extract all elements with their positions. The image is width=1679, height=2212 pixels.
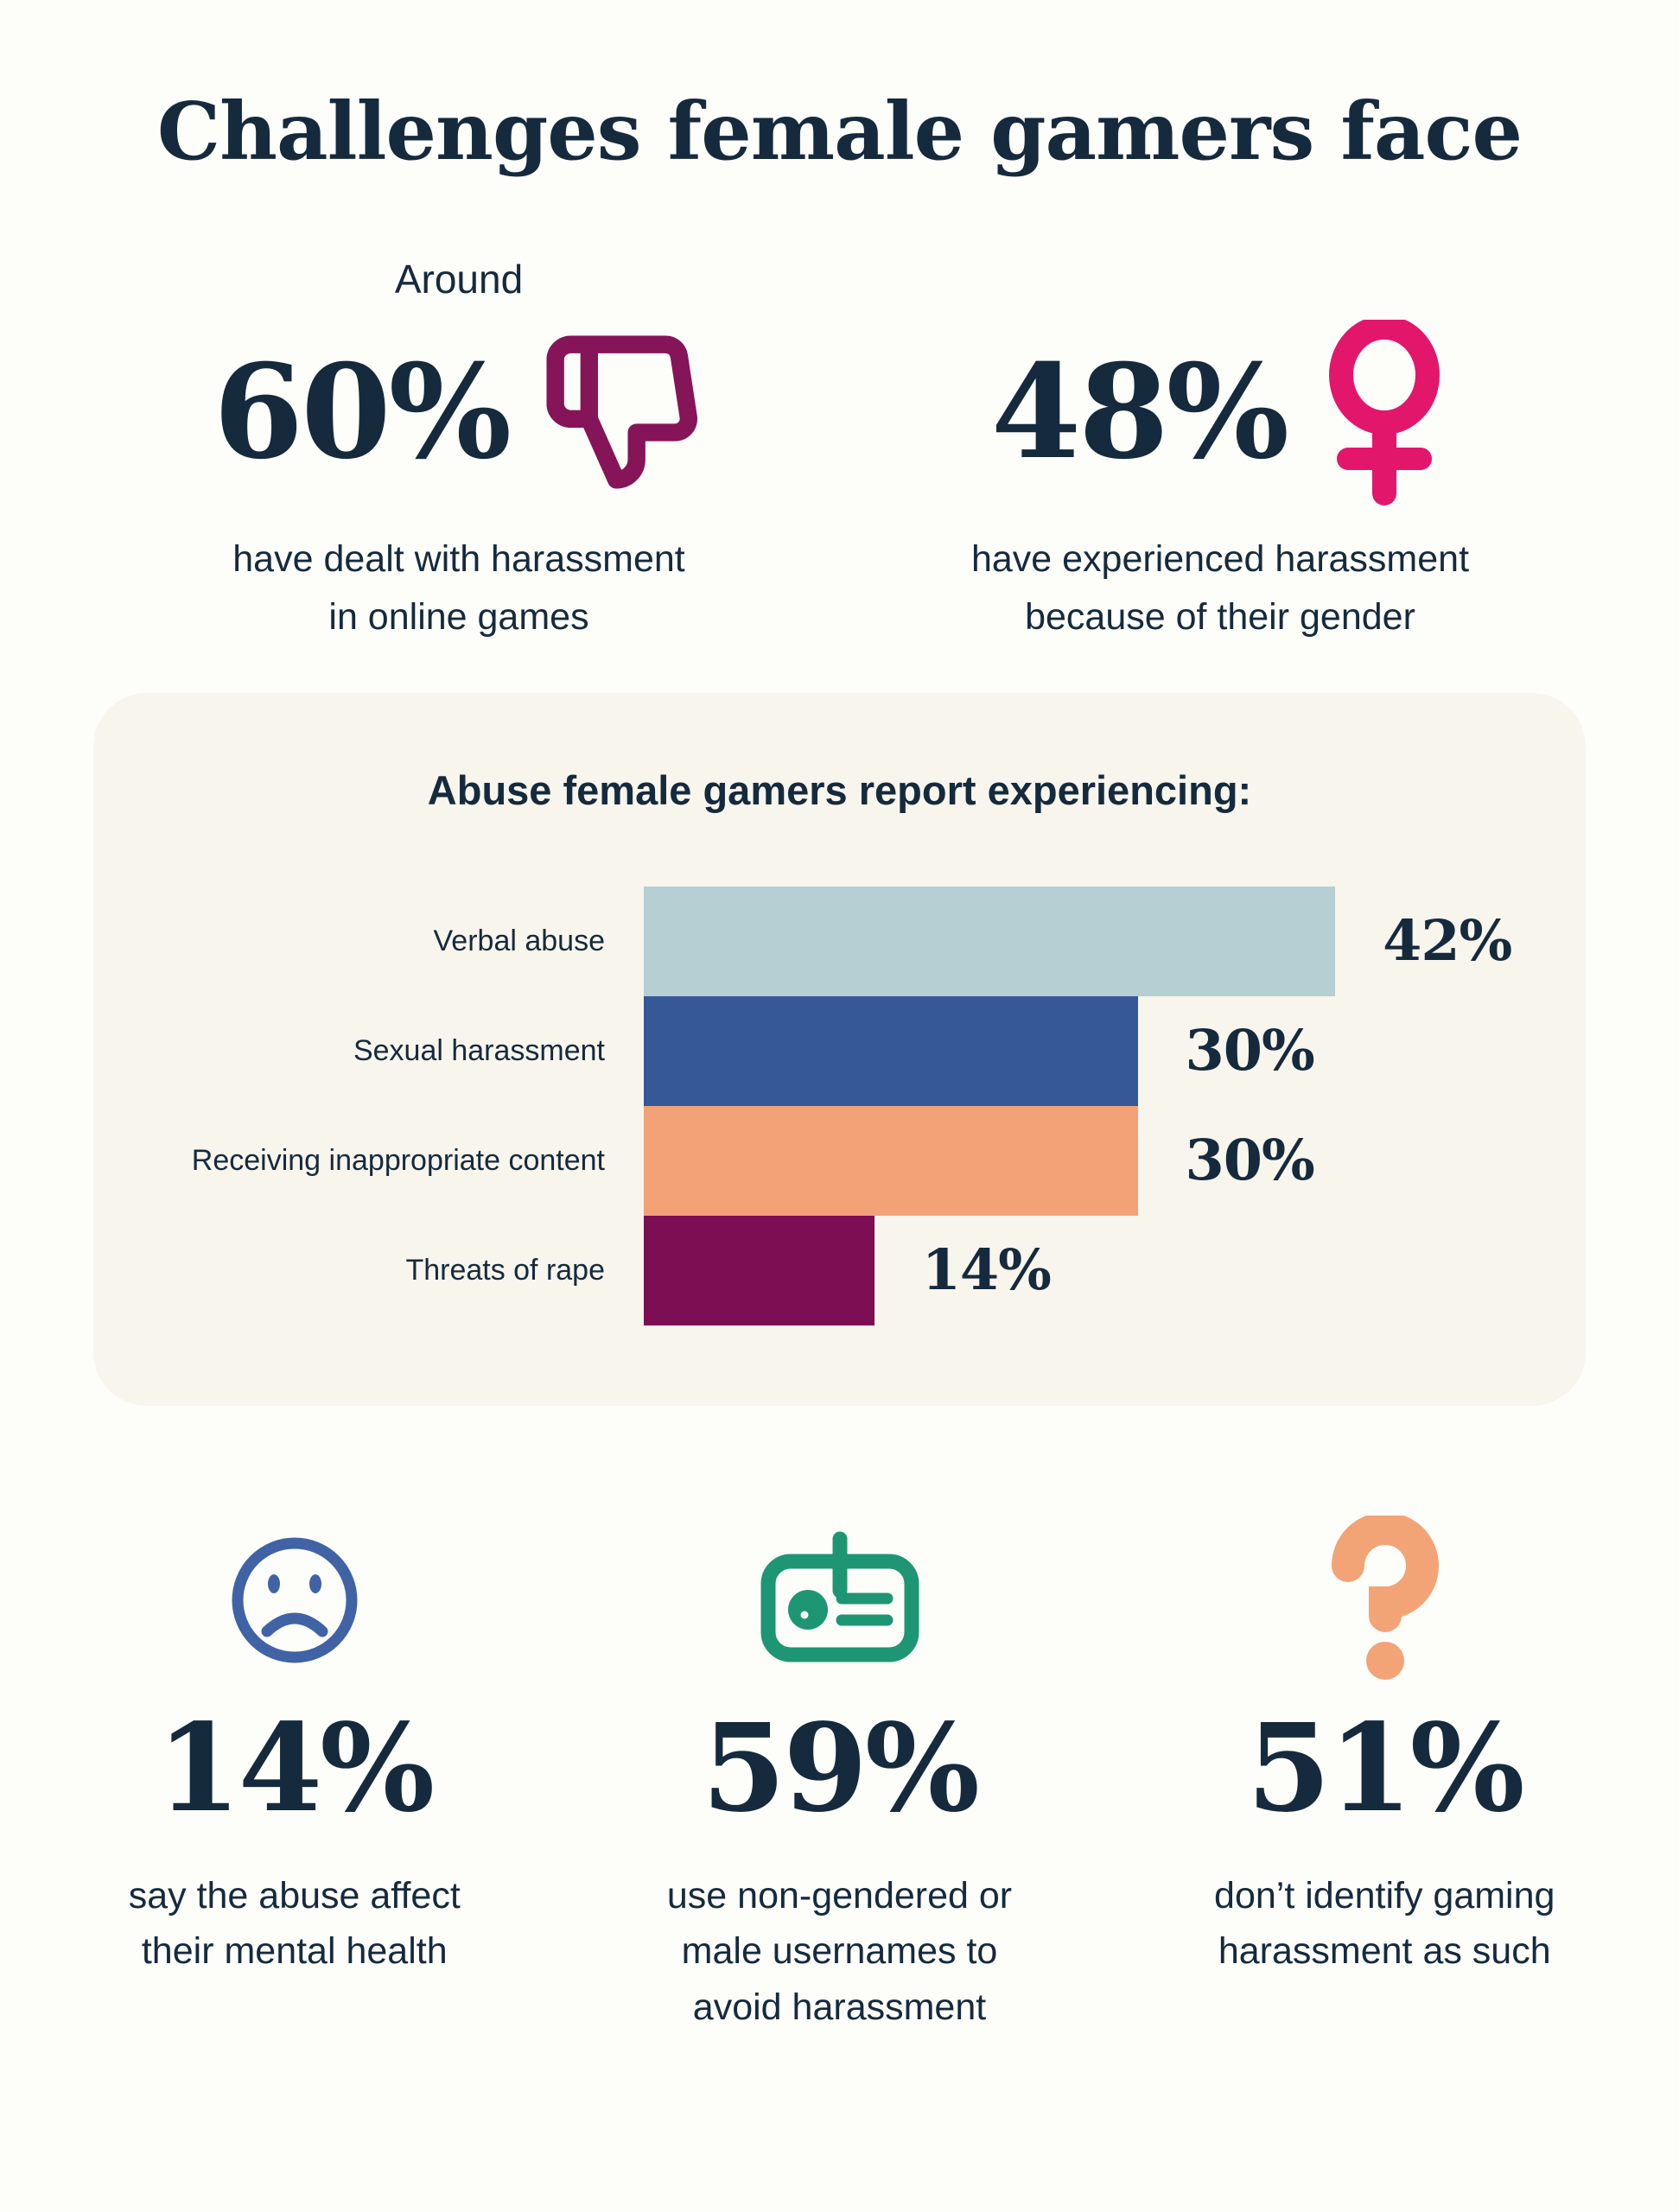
female-icon: [1320, 319, 1449, 505]
caption-line: their mental health: [141, 1930, 448, 1973]
bar-sexual-harassment: [644, 995, 1138, 1106]
stat-value: 14%: [156, 1697, 435, 1840]
thumbs-down-icon: [542, 331, 704, 493]
category-label: Threats of rape: [405, 1253, 605, 1287]
caption-line: have dealt with harassment: [232, 538, 685, 581]
stat-prefix: Around: [394, 257, 524, 302]
chart-row-sexual-harassment: Sexual harassment 30%: [93, 995, 1586, 1106]
stat-caption: use non-gendered or male usernames to av…: [667, 1868, 1012, 2036]
bar-inappropriate-content: [644, 1105, 1138, 1216]
bar-area: 42%: [644, 886, 1586, 996]
icon-box: [226, 1518, 364, 1682]
stat-main: 60%: [213, 318, 704, 506]
stat-value: 51%: [1246, 1697, 1525, 1840]
caption-line: harassment as such: [1218, 1930, 1551, 1973]
chart-panel: Abuse female gamers report experiencing:…: [93, 693, 1586, 1406]
stat-value: 59%: [702, 1697, 980, 1840]
caption-line: have experienced harassment: [970, 538, 1470, 581]
top-stats-row: Around 60% have dealt with harassment in…: [0, 256, 1679, 645]
stat-caption: say the abuse affect their mental health: [129, 1868, 461, 1980]
caption-line: don’t identify gaming: [1214, 1874, 1555, 1916]
bar-value: 42%: [1383, 908, 1512, 975]
icon-box: [749, 1518, 931, 1682]
icon-box: [1326, 1516, 1443, 1684]
bar-threats-of-rape: [644, 1215, 874, 1325]
id-badge-icon: [749, 1529, 931, 1671]
question-mark-icon: [1326, 1516, 1443, 1684]
stat-caption: have dealt with harassment in online gam…: [232, 531, 684, 645]
category-label: Sexual harassment: [353, 1033, 605, 1067]
stat-usernames: 59% use non-gendered or male usernames t…: [589, 1518, 1091, 2036]
category-label: Receiving inappropriate content: [191, 1143, 605, 1177]
chart-row-threats-of-rape: Threats of rape 14%: [93, 1215, 1586, 1325]
stat-mental-health: 14% say the abuse affect their mental he…: [44, 1518, 545, 2036]
stat-caption: have experienced harassment because of t…: [971, 531, 1469, 645]
sad-face-icon: [226, 1531, 364, 1669]
caption-line: use non-gendered or: [666, 1874, 1013, 1916]
bottom-stats-row: 14% say the abuse affect their mental he…: [0, 1516, 1679, 2036]
caption-line: say the abuse affect: [128, 1874, 461, 1916]
bar-area: 30%: [644, 1105, 1586, 1216]
chart-title: Abuse female gamers report experiencing:: [427, 767, 1252, 814]
stat-harassment-online: Around 60% have dealt with harassment in…: [156, 256, 761, 645]
stat-main: 48%: [991, 318, 1449, 506]
chart-row-verbal-abuse: Verbal abuse 42%: [93, 886, 1586, 996]
caption-line: male usernames to: [681, 1930, 998, 1973]
stat-harassment-gender: 48% have experienced harassment because …: [918, 256, 1523, 645]
bar-value: 14%: [921, 1237, 1052, 1304]
category-label: Verbal abuse: [433, 924, 606, 957]
caption-line: in online games: [328, 595, 589, 638]
stat-caption: don’t identify gaming harassment as such: [1214, 1868, 1555, 1980]
chart-row-inappropriate-content: Receiving inappropriate content 30%: [93, 1105, 1586, 1216]
caption-line: avoid harassment: [692, 1986, 987, 2028]
stat-identify-harassment: 51% don’t identify gaming harassment as …: [1134, 1516, 1635, 2036]
bar-verbal-abuse: [644, 886, 1336, 996]
bar-value: 30%: [1185, 1018, 1315, 1084]
bar-chart: Verbal abuse 42% Sexual harassment 30% R…: [93, 886, 1586, 1325]
stat-value: 60%: [213, 336, 512, 489]
bar-value: 30%: [1185, 1128, 1315, 1194]
page-title: Challenges female gamers face: [156, 85, 1523, 178]
stat-value: 48%: [990, 336, 1289, 489]
bar-area: 14%: [644, 1215, 1586, 1325]
bar-area: 30%: [644, 995, 1586, 1106]
caption-line: because of their gender: [1025, 595, 1415, 638]
